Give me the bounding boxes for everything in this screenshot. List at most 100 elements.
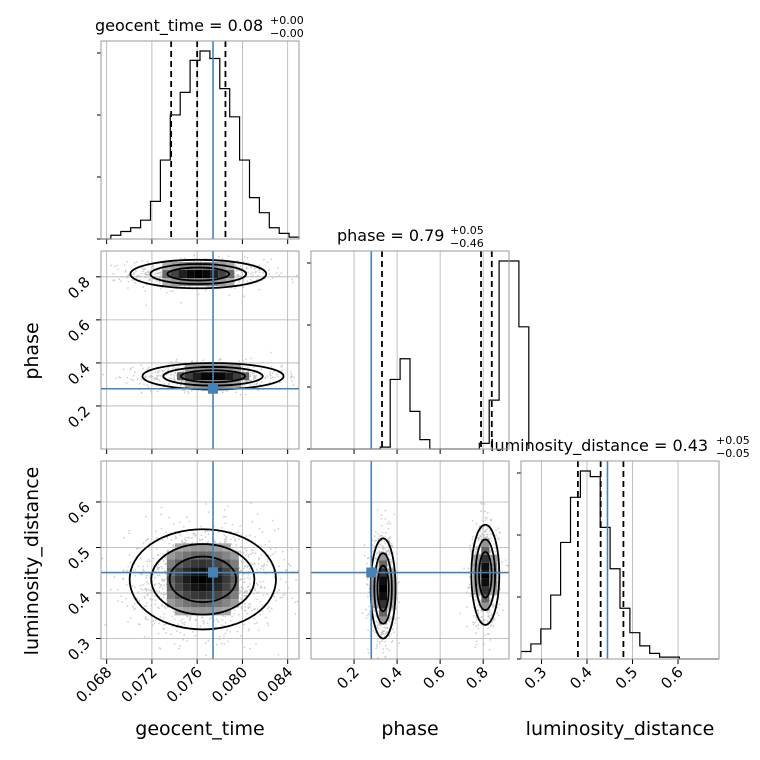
panel-phase-vs-luminosity-distance-point	[477, 624, 480, 626]
panel-geocent-time-vs-luminosity-distance-point	[243, 577, 246, 580]
panel-geocent-time-vs-phase-density-cell	[170, 270, 179, 279]
panel-geocent-time-vs-phase-point	[260, 368, 263, 371]
panel-geocent-time-vs-luminosity-distance-point	[172, 611, 175, 613]
panel-geocent-time-vs-luminosity-distance-point	[247, 553, 250, 556]
panel-geocent-time-vs-luminosity-distance-density-cell	[230, 551, 239, 560]
panel-geocent-time-vs-luminosity-distance-point	[255, 642, 257, 645]
panel-phase-vs-luminosity-distance-point	[466, 591, 469, 594]
panel-geocent-time-vs-luminosity-distance-point	[206, 622, 209, 625]
panel-phase-vs-luminosity-distance-point	[396, 582, 399, 585]
panel-phase-vs-luminosity-distance-point	[380, 550, 383, 553]
panel-geocent-time-vs-phase-point	[183, 257, 186, 260]
panel-geocent-time-vs-luminosity-distance-point	[169, 531, 172, 534]
panel-geocent-time-vs-luminosity-distance-point	[247, 605, 249, 608]
panel-phase-vs-luminosity-distance-density-cell	[379, 616, 388, 625]
panel-geocent-time-vs-luminosity-distance-point	[259, 581, 262, 583]
panel-geocent-time-vs-luminosity-distance-point	[227, 640, 229, 643]
panel-geocent-time-vs-phase-point	[262, 258, 265, 261]
panel-phase-vs-luminosity-distance-point	[475, 545, 478, 548]
panel-geocent-time-vs-luminosity-distance-point	[260, 567, 263, 570]
panel-geocent-time-vs-luminosity-distance-point	[224, 515, 227, 518]
panel-geocent-time-vs-phase-point	[253, 267, 256, 270]
panel-phase-vs-luminosity-distance-point	[381, 632, 384, 635]
panel-geocent-time-vs-luminosity-distance-point	[142, 565, 145, 568]
panel-geocent-time-vs-phase-point	[241, 271, 243, 274]
panel-phase-vs-luminosity-distance-point	[376, 626, 379, 629]
panel-geocent-time-vs-phase-density-cell	[186, 278, 195, 287]
panel-geocent-time-vs-phase-point	[133, 271, 136, 274]
panel-geocent-time-vs-luminosity-distance-point	[247, 629, 250, 632]
panel-phase-vs-luminosity-distance-point	[391, 609, 393, 612]
panel-geocent-time-vs-luminosity-distance-point	[240, 634, 242, 637]
xlabel-phase: phase	[381, 718, 438, 740]
panel-phase-vs-luminosity-distance-density-cell	[489, 570, 498, 579]
panel-geocent-time-vs-phase-point	[243, 295, 246, 298]
panel-phase-vs-luminosity-distance-point	[391, 628, 394, 631]
panel-geocent-time-vs-phase-point	[156, 269, 159, 272]
panel-geocent-time-vs-luminosity-distance-point	[238, 592, 241, 595]
panel-geocent-time-vs-luminosity-distance-point	[131, 584, 134, 587]
panel-geocent-time-vs-luminosity-distance-point	[251, 520, 254, 523]
panel-geocent-time-vs-luminosity-distance-point	[224, 615, 227, 618]
panel-geocent-time-vs-phase-point	[255, 276, 258, 279]
panel-geocent-time-vs-luminosity-distance-point	[287, 563, 290, 565]
panel-geocent-time-vs-phase-point	[174, 367, 177, 370]
panel-geocent-time-vs-luminosity-distance-density-cell	[206, 607, 215, 616]
panel-phase-vs-luminosity-distance-point	[398, 581, 401, 584]
panel-geocent-time-vs-phase-point	[256, 369, 259, 372]
hist-geocent-time-steps	[101, 50, 300, 240]
panel-geocent-time-vs-luminosity-distance-point	[259, 586, 262, 589]
panel-geocent-time-vs-luminosity-distance-point	[150, 589, 153, 591]
panel-geocent-time-vs-phase-point	[115, 377, 117, 380]
panel-geocent-time-vs-luminosity-distance-point	[146, 560, 148, 563]
panel-phase-vs-luminosity-distance-point	[482, 528, 484, 531]
panel-phase-vs-luminosity-distance-point	[376, 551, 379, 554]
panel-phase-vs-luminosity-distance-point	[381, 531, 384, 534]
panel-geocent-time-vs-luminosity-distance-contour-0-2	[128, 528, 277, 631]
panel-geocent-time-vs-luminosity-distance-point	[161, 538, 164, 541]
panel-phase-vs-luminosity-distance-point	[469, 595, 472, 598]
panel-phase-vs-luminosity-distance-point	[372, 609, 375, 612]
panel-phase-vs-luminosity-distance-point	[387, 549, 390, 552]
panel-geocent-time-vs-luminosity-distance-point	[139, 587, 142, 590]
panel-geocent-time-vs-luminosity-distance-point	[145, 604, 148, 607]
panel-geocent-time-vs-luminosity-distance-point	[152, 619, 155, 622]
panel-phase-vs-luminosity-distance-point	[389, 558, 392, 561]
panel-geocent-time-vs-luminosity-distance-point	[254, 608, 257, 610]
panel-geocent-time-vs-luminosity-distance-density-cell	[190, 575, 199, 584]
panel-geocent-time-vs-luminosity-distance-point	[303, 563, 305, 565]
panel-geocent-time-vs-luminosity-distance-point	[155, 548, 158, 550]
panel-phase-vs-luminosity-distance-point	[466, 625, 469, 628]
panel-phase-vs-luminosity-distance-point	[489, 594, 492, 597]
panel-phase-vs-luminosity-distance-point	[490, 623, 493, 626]
panel-phase-vs-luminosity-distance-point	[498, 531, 501, 534]
panel-geocent-time-vs-phase-point	[291, 375, 293, 378]
panel-geocent-time-vs-luminosity-distance-density-cell	[198, 551, 207, 560]
panel-phase-vs-luminosity-distance-point	[471, 538, 474, 541]
hist-phase-steps	[311, 260, 530, 450]
panel-phase-vs-luminosity-distance-point	[468, 586, 471, 589]
panel-geocent-time-vs-phase-point	[259, 383, 261, 386]
panel-geocent-time-vs-phase-point	[270, 258, 273, 261]
panel-geocent-time-vs-luminosity-distance-point	[175, 537, 178, 539]
hist-luminosity-distance-panel: 0.3 0.4 0.5 0.6	[517, 460, 720, 693]
panel-geocent-time-vs-phase-point	[159, 273, 162, 276]
panel-geocent-time-vs-luminosity-distance-point	[252, 592, 255, 595]
panel-geocent-time-vs-phase-point	[179, 257, 182, 260]
panel-phase-vs-luminosity-distance-point	[378, 642, 381, 645]
panel-phase-vs-luminosity-distance-point	[474, 598, 477, 601]
panel-geocent-time-vs-phase-point	[158, 369, 161, 372]
panel-phase-vs-luminosity-distance-point	[497, 614, 500, 617]
panel-phase-vs-luminosity-distance-point	[496, 606, 499, 609]
panel-geocent-time-vs-luminosity-distance-point	[149, 589, 151, 592]
panel-geocent-time-vs-luminosity-distance-point	[217, 620, 220, 623]
panel-geocent-time-vs-luminosity-distance-point	[179, 620, 182, 623]
panel-geocent-time-vs-luminosity-distance-point	[145, 602, 148, 604]
panel-geocent-time-vs-luminosity-distance-point	[223, 634, 225, 637]
panel-geocent-time-vs-luminosity-distance-point	[180, 539, 183, 542]
panel-geocent-time-vs-luminosity-distance-point	[235, 549, 238, 552]
panel-geocent-time-vs-luminosity-distance-density-cell	[182, 575, 191, 584]
panel-geocent-time-vs-luminosity-distance-point	[207, 533, 210, 536]
panel-geocent-time-vs-phase-point	[257, 389, 259, 392]
panel-geocent-time-vs-luminosity-distance-point	[223, 509, 226, 511]
